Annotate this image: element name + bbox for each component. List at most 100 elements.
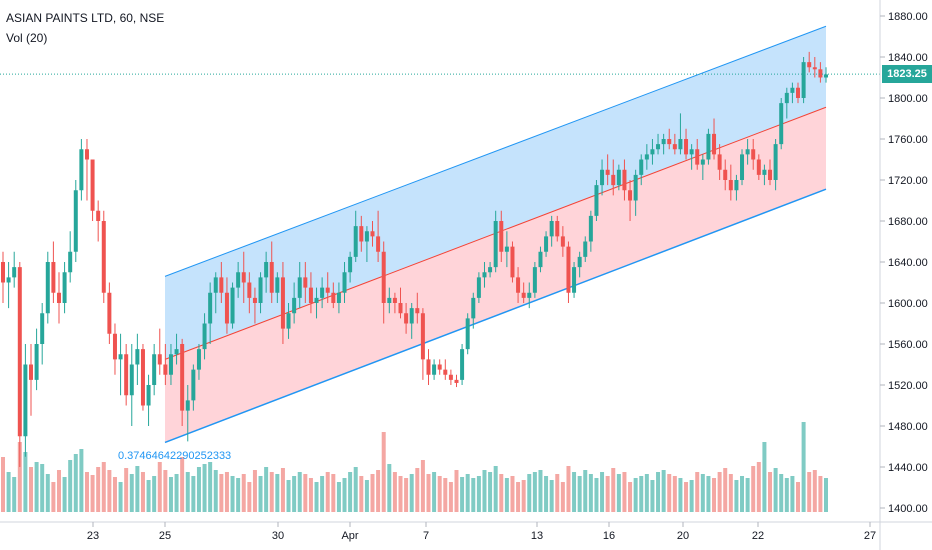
candle-body[interactable]: [292, 297, 297, 314]
candle-body[interactable]: [224, 292, 229, 324]
candle-body[interactable]: [140, 349, 145, 406]
candle-body[interactable]: [56, 292, 61, 303]
candle-body[interactable]: [236, 272, 241, 288]
candle-body[interactable]: [824, 74, 828, 78]
candle-body[interactable]: [818, 69, 823, 78]
candle-body[interactable]: [717, 154, 722, 170]
candle-body[interactable]: [521, 292, 526, 298]
candle-body[interactable]: [353, 226, 358, 257]
candle-body[interactable]: [628, 190, 633, 201]
candle-body[interactable]: [448, 374, 453, 380]
candle-body[interactable]: [689, 149, 694, 155]
candle-body[interactable]: [672, 144, 677, 150]
candle-body[interactable]: [622, 169, 627, 191]
candle-body[interactable]: [258, 277, 263, 303]
candle-body[interactable]: [667, 139, 672, 145]
candle-body[interactable]: [549, 221, 554, 237]
candle-body[interactable]: [740, 154, 745, 180]
candle-body[interactable]: [135, 349, 140, 365]
candle-body[interactable]: [320, 287, 325, 298]
candle-body[interactable]: [252, 297, 257, 303]
candle-body[interactable]: [510, 246, 515, 278]
candle-body[interactable]: [168, 354, 173, 375]
candle-body[interactable]: [476, 277, 481, 298]
candle-body[interactable]: [219, 277, 224, 293]
candle-body[interactable]: [465, 318, 470, 350]
candle-body[interactable]: [286, 313, 291, 329]
candle-body[interactable]: [62, 272, 67, 303]
candle-body[interactable]: [275, 277, 280, 293]
candlesticks[interactable]: [1, 51, 828, 467]
candle-body[interactable]: [96, 210, 101, 221]
candle-body[interactable]: [269, 262, 274, 293]
candle-body[interactable]: [588, 215, 593, 242]
candle-body[interactable]: [264, 262, 269, 278]
candle-body[interactable]: [572, 267, 577, 293]
candle-body[interactable]: [118, 354, 123, 360]
candle-body[interactable]: [247, 282, 252, 298]
candle-body[interactable]: [426, 359, 431, 375]
candle-body[interactable]: [28, 364, 33, 380]
candle-body[interactable]: [661, 139, 666, 145]
candle-body[interactable]: [34, 344, 39, 380]
candle-body[interactable]: [79, 149, 84, 191]
candle-body[interactable]: [443, 369, 448, 375]
candle-body[interactable]: [336, 292, 341, 303]
candle-body[interactable]: [605, 169, 610, 175]
candle-body[interactable]: [208, 292, 213, 324]
price-axis[interactable]: 1880.00 1840.00 1800.00 1760.00 1720.00 1680.…: [879, 0, 928, 550]
candle-body[interactable]: [801, 62, 806, 98]
candle-body[interactable]: [370, 231, 375, 237]
candle-body[interactable]: [342, 272, 347, 293]
candle-body[interactable]: [639, 159, 644, 175]
candle-body[interactable]: [1, 262, 5, 283]
candle-body[interactable]: [728, 180, 733, 191]
candle-body[interactable]: [773, 144, 778, 180]
candle-body[interactable]: [112, 333, 117, 360]
candle-body[interactable]: [768, 169, 773, 180]
candle-body[interactable]: [68, 251, 73, 273]
candle-body[interactable]: [695, 149, 700, 165]
candle-body[interactable]: [544, 236, 549, 252]
candle-body[interactable]: [706, 133, 711, 160]
candle-body[interactable]: [784, 92, 789, 104]
candle-body[interactable]: [611, 174, 616, 186]
candle-body[interactable]: [460, 349, 465, 380]
candle-body[interactable]: [432, 364, 437, 375]
candle-body[interactable]: [73, 190, 78, 252]
candle-body[interactable]: [213, 277, 218, 293]
candle-body[interactable]: [678, 139, 683, 150]
candle-body[interactable]: [376, 236, 381, 252]
candle-body[interactable]: [471, 297, 476, 319]
candle-body[interactable]: [157, 354, 162, 365]
candle-body[interactable]: [152, 354, 157, 385]
candle-body[interactable]: [420, 313, 425, 360]
candle-body[interactable]: [17, 267, 22, 437]
candle-body[interactable]: [84, 149, 89, 160]
candle-body[interactable]: [146, 385, 151, 406]
candle-body[interactable]: [812, 67, 817, 70]
candle-body[interactable]: [174, 349, 179, 355]
candle-body[interactable]: [90, 159, 95, 211]
candle-body[interactable]: [555, 221, 560, 237]
candle-body[interactable]: [348, 256, 353, 273]
candle-body[interactable]: [364, 231, 369, 242]
volume-indicator-label[interactable]: Vol (20): [6, 31, 48, 45]
candle-body[interactable]: [712, 133, 717, 155]
candle-body[interactable]: [381, 251, 386, 303]
candle-body[interactable]: [499, 221, 504, 252]
candle-body[interactable]: [538, 251, 543, 268]
candle-body[interactable]: [700, 159, 705, 165]
candle-body[interactable]: [314, 297, 319, 303]
candle-body[interactable]: [331, 292, 336, 303]
candle-body[interactable]: [303, 277, 308, 288]
candle-body[interactable]: [779, 103, 784, 145]
candle-body[interactable]: [454, 379, 459, 383]
candle-body[interactable]: [129, 364, 134, 396]
candle-body[interactable]: [6, 277, 11, 283]
candle-body[interactable]: [756, 159, 761, 175]
candle-body[interactable]: [482, 272, 487, 278]
candle-body[interactable]: [516, 277, 521, 293]
candle-body[interactable]: [600, 169, 605, 186]
